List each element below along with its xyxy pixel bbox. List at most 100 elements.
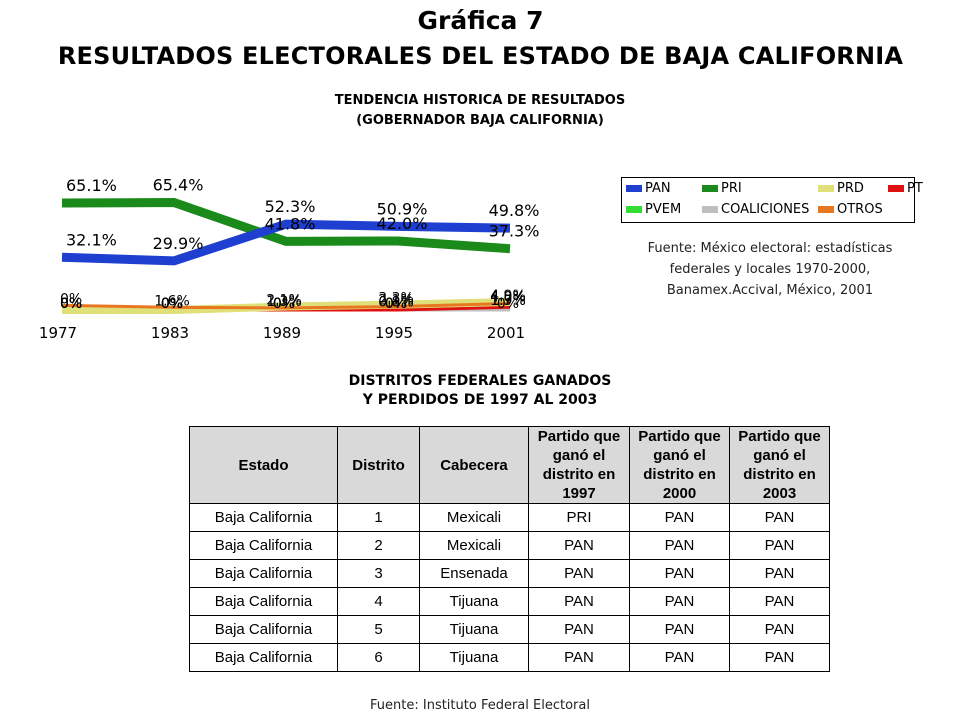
chart-legend: PAN PRI PRD PT PVEM COALICIONES OTROS <box>621 177 923 223</box>
data-label: 29.9% <box>153 234 204 253</box>
legend-item-pvem: PVEM <box>626 202 681 217</box>
legend-swatch <box>702 185 718 192</box>
legend-swatch <box>818 185 834 192</box>
table-cell: Baja California <box>189 559 338 588</box>
x-tick-label: 1983 <box>151 324 189 342</box>
data-label: 1.9% <box>490 293 526 309</box>
table-cell: Mexicali <box>419 503 529 532</box>
data-label: 41.8% <box>265 214 316 233</box>
legend-item-prd: PRD <box>818 181 864 196</box>
table-cell: Ensenada <box>419 559 529 588</box>
data-label: 0% <box>161 296 183 312</box>
table-cell: 1 <box>337 503 420 532</box>
series-line-otros <box>61 301 511 310</box>
x-tick-label: 2001 <box>487 324 525 342</box>
table-cell: PAN <box>528 559 630 588</box>
header-estado: Estado <box>189 426 338 504</box>
series-line-pvem <box>62 305 511 312</box>
header-2000: Partido que ganó el distrito en 2000 <box>629 426 730 504</box>
data-label: 0.8% <box>378 295 414 311</box>
series-line-pri <box>61 198 511 254</box>
legend-swatch <box>626 185 642 192</box>
data-label: 0% <box>60 291 82 307</box>
table-cell: Tijuana <box>419 587 529 616</box>
data-label: 0% <box>385 296 407 312</box>
data-label: 1.6% <box>154 293 190 309</box>
data-label: 1.3% <box>266 294 302 310</box>
table-cell: PAN <box>729 531 830 560</box>
legend-label: PRI <box>721 181 742 196</box>
table-cell: Baja California <box>189 503 338 532</box>
chart-source: Fuente: México electoral: estadísticas f… <box>600 238 940 301</box>
data-label: 3.3% <box>378 291 414 307</box>
table-cell: Baja California <box>189 587 338 616</box>
table-cell: PAN <box>629 615 730 644</box>
legend-label: COALICIONES <box>721 202 810 217</box>
table-cell: 5 <box>337 615 420 644</box>
x-tick-label: 1977 <box>39 324 77 342</box>
legend-item-pan: PAN <box>626 181 671 196</box>
legend-label: PT <box>907 181 923 196</box>
table-cell: PAN <box>629 531 730 560</box>
data-label: 2.1% <box>266 293 302 309</box>
legend-label: PAN <box>645 181 671 196</box>
data-label: 0% <box>273 296 295 312</box>
table-cell: PAN <box>629 643 730 672</box>
table-title-line2: Y PERDIDOS DE 1997 AL 2003 <box>362 392 598 408</box>
page-title: Gráfica 7 <box>417 6 544 35</box>
header-1997: Partido que ganó el distrito en 1997 <box>528 426 630 504</box>
data-label: 50.9% <box>377 199 428 218</box>
table-row: Baja California 1 Mexicali PRI PAN PAN <box>189 503 830 532</box>
legend-item-otros: OTROS <box>818 202 883 217</box>
header-2003: Partido que ganó el distrito en 2003 <box>729 426 830 504</box>
data-label: 49.8% <box>489 201 540 220</box>
data-label: 0% <box>497 296 519 312</box>
table-row: Baja California 6 Tijuana PAN PAN PAN <box>189 643 830 672</box>
table-row: Baja California 4 Tijuana PAN PAN PAN <box>189 587 830 616</box>
chart-title-line1: TENDENCIA HISTORICA DE RESULTADOS <box>334 93 626 108</box>
legend-swatch <box>626 206 642 213</box>
table-cell: PAN <box>729 559 830 588</box>
table-cell: PAN <box>528 615 630 644</box>
data-label: 0% <box>273 296 295 312</box>
data-label: 0% <box>60 296 82 312</box>
table-row: Baja California 3 Ensenada PAN PAN PAN <box>189 559 830 588</box>
data-label: 0% <box>161 296 183 312</box>
table-title-line1: DISTRITOS FEDERALES GANADOS <box>348 373 612 389</box>
data-label: 0% <box>161 296 183 312</box>
chart-source-line: Banamex.Accival, México, 2001 <box>666 283 874 298</box>
table-row: Baja California 5 Tijuana PAN PAN PAN <box>189 615 830 644</box>
table-cell: Baja California <box>189 615 338 644</box>
series-line-prd <box>62 297 511 314</box>
chart-source-line: Fuente: México electoral: estadísticas <box>647 241 893 256</box>
table-cell: Baja California <box>189 531 338 560</box>
data-label: 0% <box>60 296 82 312</box>
table-cell: PAN <box>629 559 730 588</box>
data-label: 0% <box>60 296 82 312</box>
x-tick-label: 1989 <box>263 324 301 342</box>
table-cell: PAN <box>729 643 830 672</box>
table-row: Baja California 2 Mexicali PAN PAN PAN <box>189 531 830 560</box>
table-cell: PAN <box>528 643 630 672</box>
data-label: 52.3% <box>265 197 316 216</box>
table-header-row: Estado Distrito Cabecera Partido que gan… <box>189 426 830 504</box>
table-cell: PAN <box>528 531 630 560</box>
table-cell: PAN <box>629 587 730 616</box>
table-cell: 4 <box>337 587 420 616</box>
table-cell: Baja California <box>189 643 338 672</box>
chart-source-line: federales y locales 1970-2000, <box>669 262 871 277</box>
header-distrito: Distrito <box>337 426 420 504</box>
table-cell: Tijuana <box>419 615 529 644</box>
districts-table: Estado Distrito Cabecera Partido que gan… <box>189 426 830 672</box>
data-label: 2.1% <box>378 293 414 309</box>
table-cell: PAN <box>528 587 630 616</box>
legend-label: OTROS <box>837 202 883 217</box>
legend-swatch <box>818 206 834 213</box>
data-label: 1.7% <box>490 293 526 309</box>
legend-swatch <box>888 185 904 192</box>
data-label: 37.3% <box>489 222 540 241</box>
data-label: 0% <box>60 296 82 312</box>
page-subtitle: RESULTADOS ELECTORALES DEL ESTADO DE BAJ… <box>57 42 904 70</box>
legend-label: PVEM <box>645 202 682 217</box>
data-label: 0% <box>385 296 407 312</box>
